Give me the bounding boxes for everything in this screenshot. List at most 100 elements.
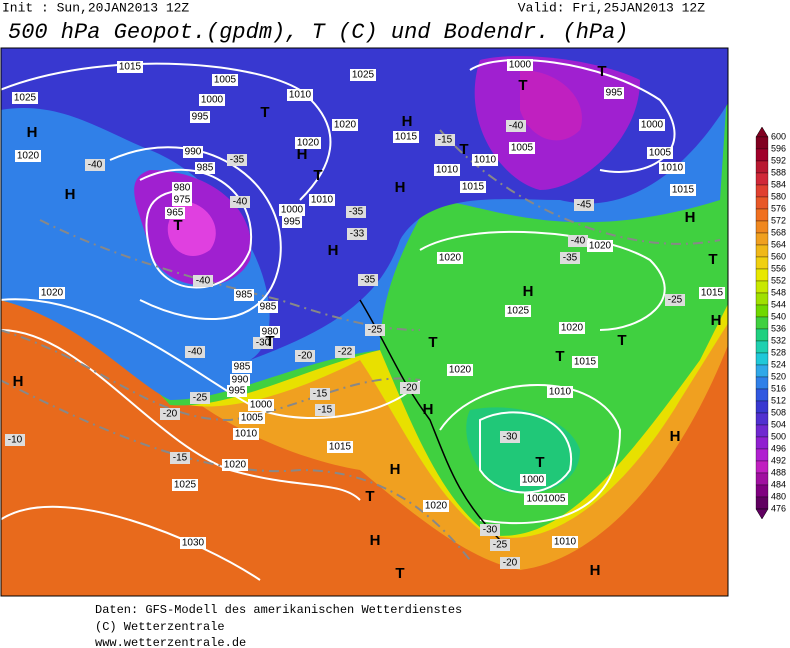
- isobar-label: 1020: [589, 241, 612, 252]
- isobar-label: 1025: [352, 70, 375, 81]
- label-box: [447, 364, 473, 376]
- temperature-label: -15: [313, 389, 328, 400]
- isobar-label: 1025: [174, 480, 197, 491]
- pressure-center: H: [685, 209, 696, 226]
- colorbar-label: 584: [771, 179, 786, 189]
- colorbar-segment: [755, 136, 769, 150]
- colorbar-label: 588: [771, 167, 786, 177]
- footer-line: www.wetterzentrale.de: [95, 636, 246, 648]
- pressure-center: T: [265, 333, 274, 350]
- colorbar-label: 520: [771, 371, 786, 381]
- temperature-label: -25: [668, 295, 683, 306]
- label-box: [234, 289, 254, 301]
- temperature-label: -35: [563, 253, 578, 264]
- pressure-center: T: [395, 565, 404, 582]
- colorbar-segment: [755, 256, 769, 270]
- label-box: [639, 119, 665, 131]
- label-box: [117, 61, 143, 73]
- temperature-label: -40: [88, 160, 103, 171]
- label-box: [435, 134, 455, 146]
- label-box: [524, 493, 568, 505]
- colorbar-segment: [755, 460, 769, 474]
- isobar-label: 975: [174, 195, 191, 206]
- label-box: [659, 162, 685, 174]
- colorbar-label: 560: [771, 251, 786, 261]
- isobar-label: 990: [232, 375, 249, 386]
- colorbar-label: 536: [771, 323, 786, 333]
- isobar-label: 995: [192, 112, 209, 123]
- colorbar-segment: [755, 376, 769, 390]
- isobar-label: 1020: [334, 120, 357, 131]
- label-box: [309, 194, 335, 206]
- isobar-label: 1001005: [527, 494, 566, 505]
- colorbar-segment: [755, 220, 769, 234]
- label-box: [253, 337, 273, 349]
- label-box: [358, 274, 378, 286]
- label-box: [393, 131, 419, 143]
- footer-line: Daten: GFS-Modell des amerikanischen Wet…: [95, 603, 462, 617]
- isobar-label: 1010: [474, 155, 497, 166]
- label-box: [239, 412, 265, 424]
- isobar-label: 965: [167, 208, 184, 219]
- footer-line: (C) Wetterzentrale: [95, 620, 225, 634]
- temperature-label: -20: [163, 409, 178, 420]
- colorbar-segment: [755, 424, 769, 438]
- isobar-label: 1005: [511, 143, 534, 154]
- label-box: [160, 408, 180, 420]
- colorbar-segment: [755, 340, 769, 354]
- temperature-label: -25: [368, 325, 383, 336]
- isobar-label: 980: [174, 183, 191, 194]
- pressure-center: H: [711, 312, 722, 329]
- label-box: [212, 74, 238, 86]
- colorbar-segment: [755, 328, 769, 342]
- pressure-center: T: [597, 63, 606, 80]
- label-box: [604, 87, 624, 99]
- temperature-label: -25: [493, 540, 508, 551]
- pressure-center: T: [313, 167, 322, 184]
- label-box: [180, 537, 206, 549]
- label-box: [12, 92, 38, 104]
- label-box: [248, 399, 274, 411]
- isobar-label: 990: [185, 147, 202, 158]
- label-box: [547, 386, 573, 398]
- label-box: [346, 206, 366, 218]
- colorbar-label: 528: [771, 347, 786, 357]
- label-box: [327, 441, 353, 453]
- colorbar-label: 516: [771, 383, 786, 393]
- colorbar-label: 492: [771, 455, 786, 465]
- label-box: [39, 287, 65, 299]
- pressure-center: T: [459, 141, 468, 158]
- label-box: [509, 142, 535, 154]
- label-box: [560, 252, 580, 264]
- colorbar-label: 476: [771, 503, 786, 513]
- label-box: [190, 392, 210, 404]
- colorbar-label: 600: [771, 131, 786, 141]
- isobar-label: 1000: [250, 400, 273, 411]
- isobar-label: 1010: [554, 537, 577, 548]
- colorbar-segment: [755, 184, 769, 198]
- label-box: [665, 294, 685, 306]
- pressure-center: T: [708, 251, 717, 268]
- isobar-label: 1000: [281, 205, 304, 216]
- colorbar-label: 512: [771, 395, 786, 405]
- label-box: [506, 120, 526, 132]
- label-box: [85, 159, 105, 171]
- pressure-center: H: [395, 179, 406, 196]
- label-box: [332, 119, 358, 131]
- pressure-center: T: [365, 488, 374, 505]
- pressure-center: H: [27, 124, 38, 141]
- colorbar-label: 592: [771, 155, 786, 165]
- colorbar-segment: [755, 412, 769, 426]
- temperature-label: -30: [483, 525, 498, 536]
- colorbar-label: 580: [771, 191, 786, 201]
- isobar-label: 1005: [649, 148, 672, 159]
- label-box: [500, 557, 520, 569]
- isobar-label: 985: [197, 163, 214, 174]
- temperature-label: -20: [298, 351, 313, 362]
- temperature-label: -10: [8, 435, 23, 446]
- isobar-label: 1010: [289, 90, 312, 101]
- colorbar-label: 556: [771, 263, 786, 273]
- colorbar-label: 484: [771, 479, 786, 489]
- label-box: [227, 154, 247, 166]
